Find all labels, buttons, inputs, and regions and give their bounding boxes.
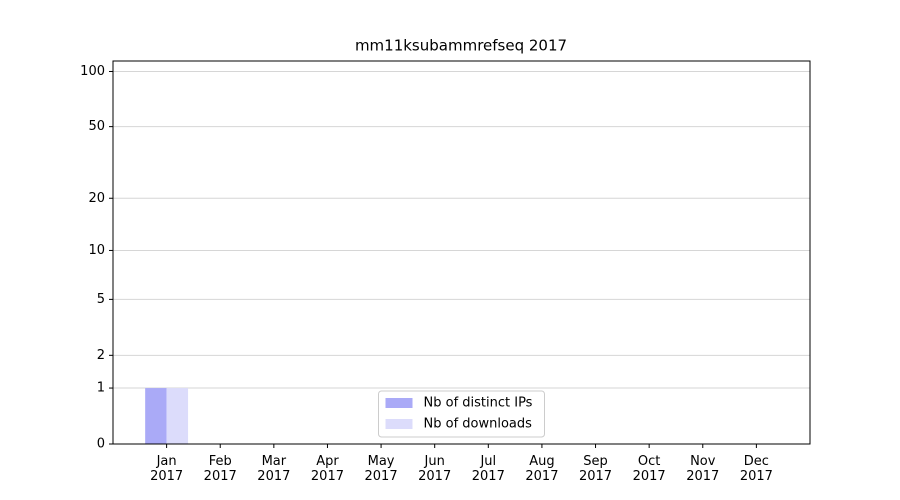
bar: [166, 388, 189, 444]
x-tick-label: Jul 2017: [471, 454, 505, 484]
legend-box: [378, 390, 545, 438]
x-tick-label: Sep 2017: [578, 454, 613, 484]
x-tick-label: Aug 2017: [525, 454, 559, 484]
legend: Nb of distinct IPs Nb of downloads: [378, 390, 545, 438]
y-tick-label: 50: [88, 119, 105, 134]
y-tick-label: 1: [97, 381, 105, 396]
x-tick-label: Oct 2017: [632, 454, 666, 484]
y-tick-label: 10: [88, 243, 105, 258]
x-tick-label: Jan 2017: [150, 454, 184, 484]
legend-label: Nb of downloads: [424, 417, 533, 432]
bar: [145, 388, 167, 444]
x-tick-label: Nov 2017: [686, 454, 720, 484]
legend-label: Nb of distinct IPs: [424, 396, 533, 411]
y-tick-label: 2: [97, 348, 105, 363]
y-tick-label: 100: [80, 64, 105, 79]
y-tick-label: 0: [97, 437, 105, 452]
x-tick-label: Apr 2017: [310, 454, 344, 484]
x-tick-label: Feb 2017: [203, 454, 237, 484]
x-tick-label: May 2017: [364, 454, 398, 484]
x-tick-label: Mar 2017: [257, 454, 291, 484]
legend-swatch: [385, 419, 413, 429]
x-tick-label: Dec 2017: [739, 454, 773, 484]
x-tick-label: Jun 2017: [418, 454, 452, 484]
y-tick-label: 5: [97, 292, 105, 307]
plot-frame: [112, 60, 811, 445]
y-tick-label: 20: [88, 191, 105, 206]
chart-title: mm11ksubammrefseq 2017: [355, 37, 567, 55]
legend-swatch: [385, 398, 413, 408]
